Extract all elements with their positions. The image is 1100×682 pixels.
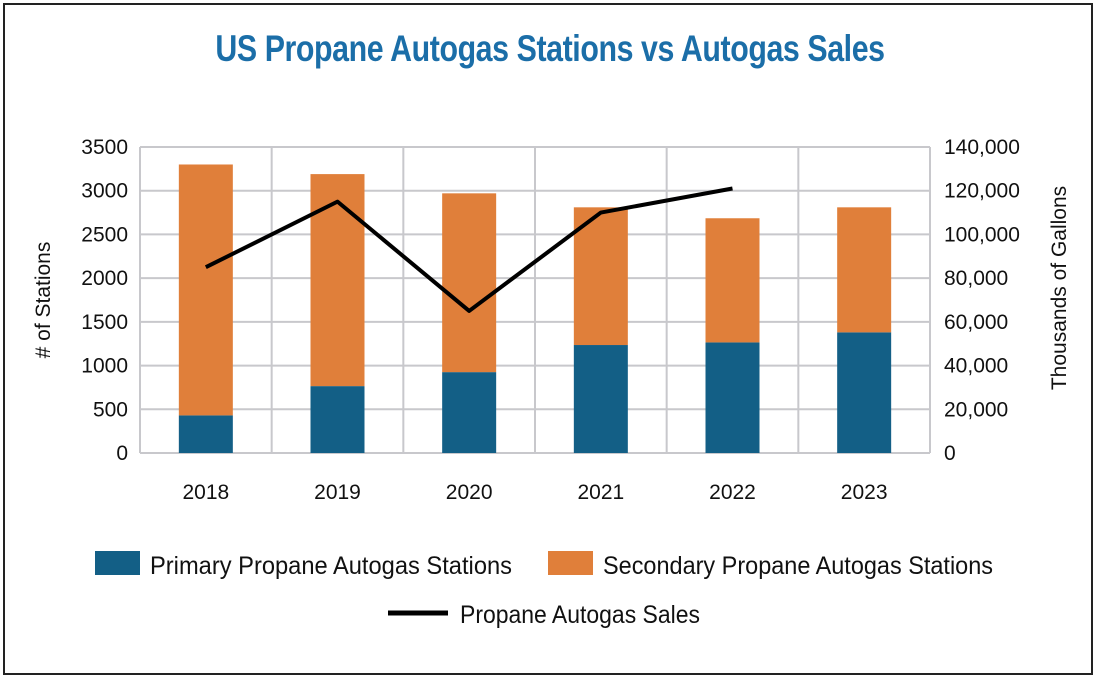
x-tick-label: 2018 — [182, 481, 229, 504]
y-tick-label: 1000 — [81, 355, 128, 378]
y2-tick-label: 100,000 — [944, 223, 1020, 246]
legend-label-secondary: Secondary Propane Autogas Stations — [603, 552, 993, 580]
x-tick-label: 2021 — [577, 481, 624, 504]
bar-primary — [310, 386, 365, 453]
y2-tick-label: 0 — [944, 442, 956, 465]
bar-secondary — [837, 207, 892, 333]
bar-primary — [573, 345, 628, 453]
y2-axis-label: Thousands of Gallons — [1048, 186, 1071, 390]
y2-tick-label: 80,000 — [944, 267, 1008, 290]
y2-tick-label: 120,000 — [944, 180, 1020, 203]
bar-primary — [705, 342, 760, 453]
bar-secondary — [310, 174, 365, 387]
bar-primary — [837, 332, 892, 453]
y-tick-label: 500 — [93, 398, 128, 421]
y-tick-label: 3000 — [81, 180, 128, 203]
legend-label-sales: Propane Autogas Sales — [460, 601, 700, 629]
sales-line — [204, 186, 733, 313]
y2-tick-label: 140,000 — [944, 136, 1020, 159]
y2-tick-label: 60,000 — [944, 311, 1008, 334]
x-tick-label: 2019 — [314, 481, 361, 504]
legend-swatch-secondary — [548, 551, 593, 575]
y2-tick-label: 40,000 — [944, 355, 1008, 378]
x-tick-label: 2023 — [841, 481, 888, 504]
x-tick-label: 2020 — [446, 481, 493, 504]
legend-swatch-primary — [95, 551, 140, 575]
y-tick-label: 2000 — [81, 267, 128, 290]
y-tick-label: 2500 — [81, 223, 128, 246]
y-tick-label: 3500 — [81, 136, 128, 159]
bar-secondary — [573, 207, 628, 346]
legend: Primary Propane Autogas Stations Seconda… — [95, 551, 993, 629]
y-tick-label: 0 — [116, 442, 128, 465]
y2-tick-label: 20,000 — [944, 398, 1008, 421]
bar-primary — [442, 372, 497, 453]
bar-secondary — [705, 218, 760, 343]
legend-label-primary: Primary Propane Autogas Stations — [150, 552, 512, 580]
x-tick-label: 2022 — [709, 481, 756, 504]
chart-frame — [3, 3, 1093, 675]
y-axis-label: # of Stations — [32, 242, 55, 359]
bar-secondary — [178, 164, 233, 416]
y-tick-label: 1500 — [81, 311, 128, 334]
bar-secondary — [442, 193, 497, 373]
bar-primary — [178, 415, 233, 453]
chart-title: US Propane Autogas Stations vs Autogas S… — [215, 28, 885, 69]
